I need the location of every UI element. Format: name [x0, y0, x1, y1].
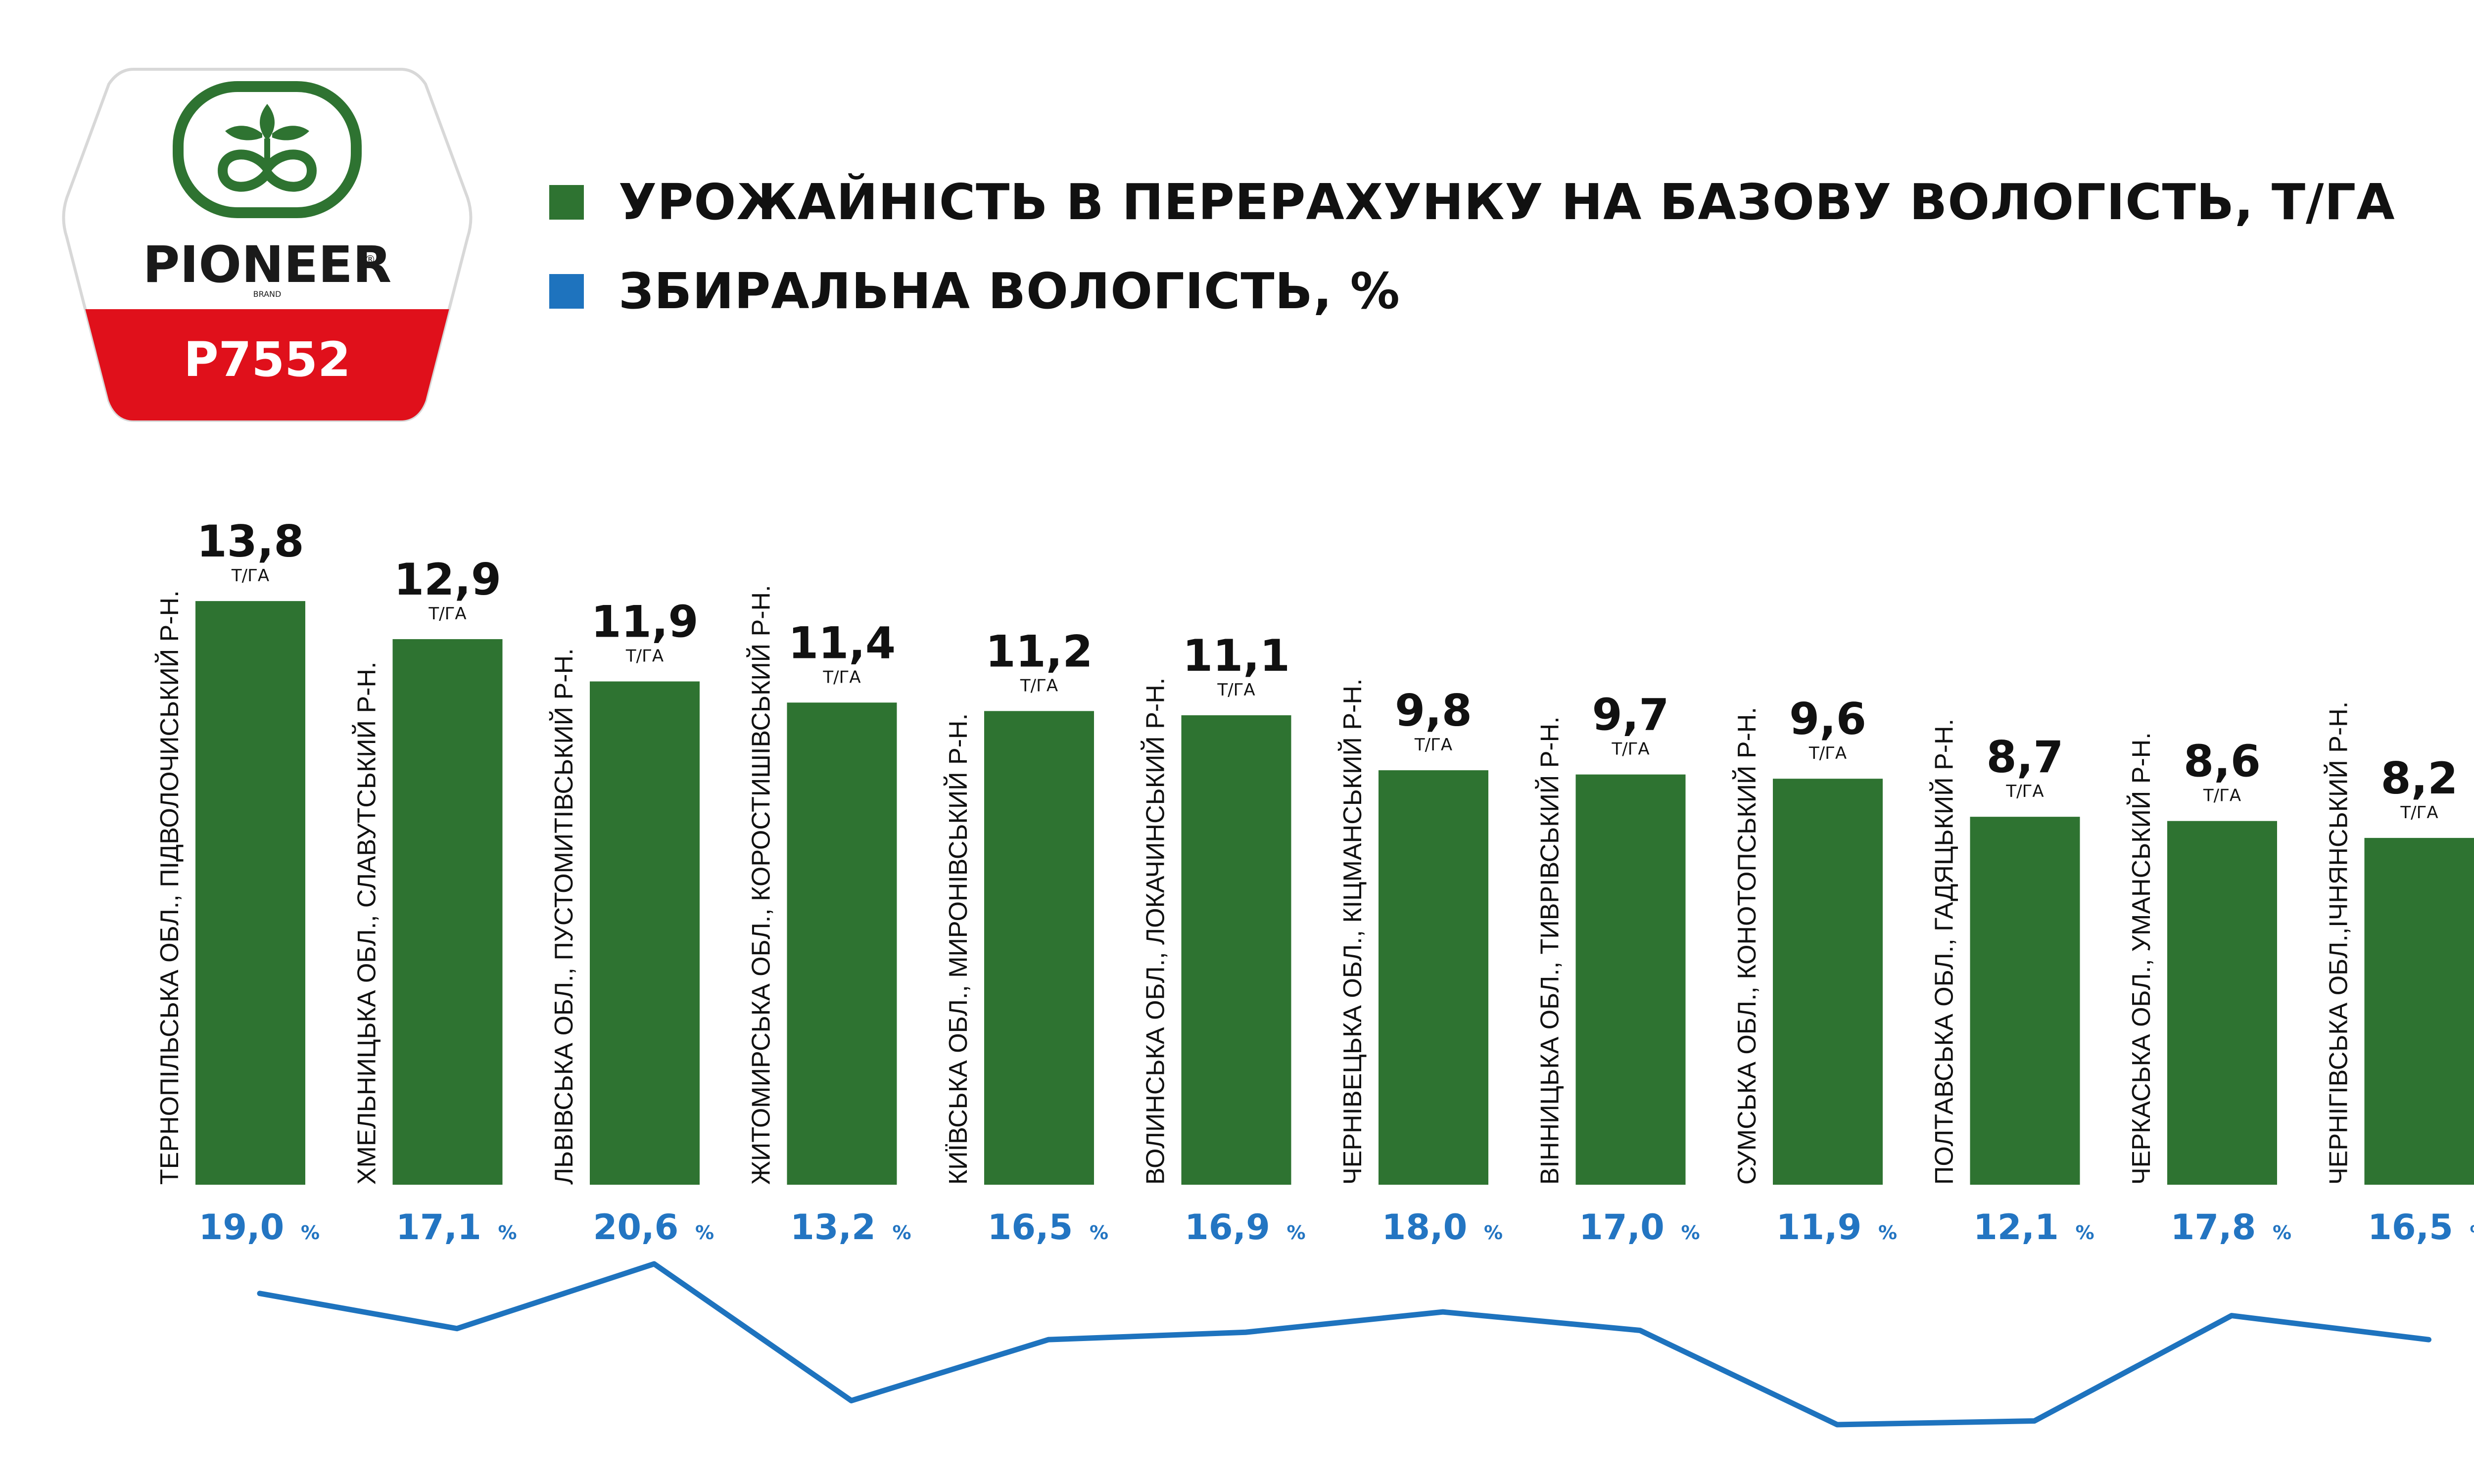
moisture-unit-label: %	[1681, 1222, 1700, 1244]
region-label: ВІННИЦЬКА ОБЛ., ТИВРІВСЬКИЙ Р-Н.	[1535, 716, 1565, 1185]
yield-unit-label: Т/ГА	[2203, 786, 2241, 806]
yield-bar	[1379, 770, 1488, 1185]
moisture-unit-label: %	[2273, 1222, 2291, 1244]
moisture-unit-label: %	[2076, 1222, 2094, 1244]
brand-name: PIONEER	[143, 235, 392, 294]
yield-value-label: 13,8	[196, 516, 304, 567]
moisture-value-label: 19,0	[199, 1207, 285, 1248]
yield-unit-label: Т/ГА	[1808, 743, 1847, 763]
yield-bar	[1773, 779, 1883, 1185]
yield-bar	[1181, 715, 1291, 1185]
moisture-value-label: 17,1	[396, 1207, 481, 1248]
legend-swatch-moisture	[549, 274, 584, 309]
emblem-frame	[173, 81, 362, 218]
region-label: ТЕРНОПІЛЬСЬКА ОБЛ., ПІДВОЛОЧИСЬКИЙ Р-Н.	[155, 590, 184, 1185]
yield-value-label: 9,7	[1592, 690, 1669, 741]
yield-value-label: 11,1	[1183, 630, 1290, 681]
yield-bar	[2167, 821, 2277, 1185]
yield-unit-label: Т/ГА	[1020, 676, 1058, 696]
moisture-value-label: 17,0	[1579, 1207, 1665, 1248]
moisture-unit-label: %	[1090, 1222, 1108, 1244]
moisture-value-label: 18,0	[1382, 1207, 1468, 1248]
moisture-value-label: 16,9	[1185, 1207, 1270, 1248]
yield-bar	[1970, 817, 2080, 1185]
moisture-unit-label: %	[893, 1222, 911, 1244]
region-label: ПОЛТАВСЬКА ОБЛ., ГАДЯЦЬКИЙ Р-Н.	[1930, 719, 1959, 1185]
yield-unit-label: Т/ГА	[1217, 680, 1255, 700]
moisture-unit-label: %	[1878, 1222, 1897, 1244]
yield-value-label: 9,8	[1395, 685, 1472, 736]
yield-unit-label: Т/ГА	[2005, 782, 2044, 801]
region-label: ВОЛИНСЬКА ОБЛ., ЛОКАЧИНСЬКИЙ Р-Н.	[1141, 678, 1170, 1185]
moisture-value-label: 13,2	[790, 1207, 876, 1248]
yield-value-label: 11,2	[985, 626, 1093, 677]
yield-bar	[1575, 774, 1686, 1185]
yield-value-label: 8,2	[2381, 753, 2458, 804]
yield-bar	[195, 601, 305, 1185]
moisture-unit-label: %	[2470, 1222, 2474, 1244]
moisture-value-label: 12,1	[1973, 1207, 2059, 1248]
yield-unit-label: Т/ГА	[2400, 803, 2438, 823]
yield-value-label: 9,6	[1789, 694, 1866, 744]
yield-unit-label: Т/ГА	[625, 647, 664, 666]
yield-unit-label: Т/ГА	[428, 604, 466, 624]
moisture-line	[257, 1261, 2431, 1428]
yield-value-label: 11,4	[788, 617, 896, 668]
region-label: СУМСЬКА ОБЛ., КОНОТОПСЬКИЙ Р-Н.	[1732, 707, 1761, 1185]
yield-value-label: 8,6	[2184, 736, 2261, 787]
moisture-unit-label: %	[498, 1222, 517, 1244]
moisture-unit-label: %	[301, 1222, 320, 1244]
moisture-value-label: 16,5	[988, 1207, 1073, 1248]
yield-value-label: 11,9	[591, 597, 698, 648]
region-label: ЛЬВІВСЬКА ОБЛ., ПУСТОМИТІВСЬКИЙ Р-Н.	[549, 648, 578, 1185]
legend-label-moisture: ЗБИРАЛЬНА ВОЛОГІСТЬ, %	[618, 262, 1400, 320]
moisture-value-label: 20,6	[593, 1207, 679, 1248]
region-label: ЧЕРНІВЕЦЬКА ОБЛ., КІЦМАНСЬКИЙ Р-Н.	[1338, 679, 1367, 1185]
brand-sub: BRAND	[253, 289, 282, 299]
legend-swatch-yield	[549, 185, 584, 220]
product-name: P7552	[184, 332, 351, 387]
yield-bar	[392, 639, 503, 1185]
region-label: ЧЕРНІГІВСЬКА ОБЛ.,ІЧНЯНСЬКИЙ Р-Н.	[2324, 701, 2353, 1185]
yield-unit-label: Т/ГА	[1414, 735, 1452, 755]
legend-item-yield: УРОЖАЙНІСТЬ В ПЕРЕРАХУНКУ НА БАЗОВУ ВОЛО…	[549, 173, 2395, 231]
yield-unit-label: Т/ГА	[822, 667, 860, 687]
seed-icon	[217, 149, 317, 192]
moisture-value-label: 11,9	[1776, 1207, 1862, 1248]
legend-item-moisture: ЗБИРАЛЬНА ВОЛОГІСТЬ, %	[549, 262, 1400, 320]
brand-registered: ®	[365, 254, 376, 266]
moisture-unit-label: %	[695, 1222, 714, 1244]
legend-label-yield: УРОЖАЙНІСТЬ В ПЕРЕРАХУНКУ НА БАЗОВУ ВОЛО…	[618, 173, 2395, 231]
moisture-unit-label: %	[1287, 1222, 1306, 1244]
yield-unit-label: Т/ГА	[1611, 740, 1649, 759]
moisture-unit-label: %	[1484, 1222, 1503, 1244]
yield-bar	[590, 681, 700, 1185]
yield-unit-label: Т/ГА	[231, 566, 269, 586]
region-label: ЧЕРКАСЬКА ОБЛ., УМАНСЬКИЙ Р-Н.	[2127, 732, 2156, 1185]
yield-bar	[787, 702, 897, 1185]
yield-value-label: 8,7	[1987, 732, 2064, 783]
yield-bar	[984, 711, 1094, 1185]
region-label: ЖИТОМИРСЬКА ОБЛ., КОРОСТИШІВСЬКИЙ Р-Н.	[747, 585, 776, 1185]
moisture-value-label: 17,8	[2171, 1207, 2256, 1248]
pioneer-logo: PIONEER ® BRAND P7552	[62, 68, 473, 422]
yield-value-label: 12,9	[394, 554, 501, 605]
yield-bar	[2364, 837, 2474, 1185]
region-label: КИЇВСЬКА ОБЛ., МИРОНІВСЬКИЙ Р-Н.	[944, 713, 973, 1185]
moisture-value-label: 16,5	[2368, 1207, 2453, 1248]
region-label: ХМЕЛЬНИЦЬКА ОБЛ., СЛАВУТСЬКИЙ Р-Н.	[352, 662, 381, 1185]
